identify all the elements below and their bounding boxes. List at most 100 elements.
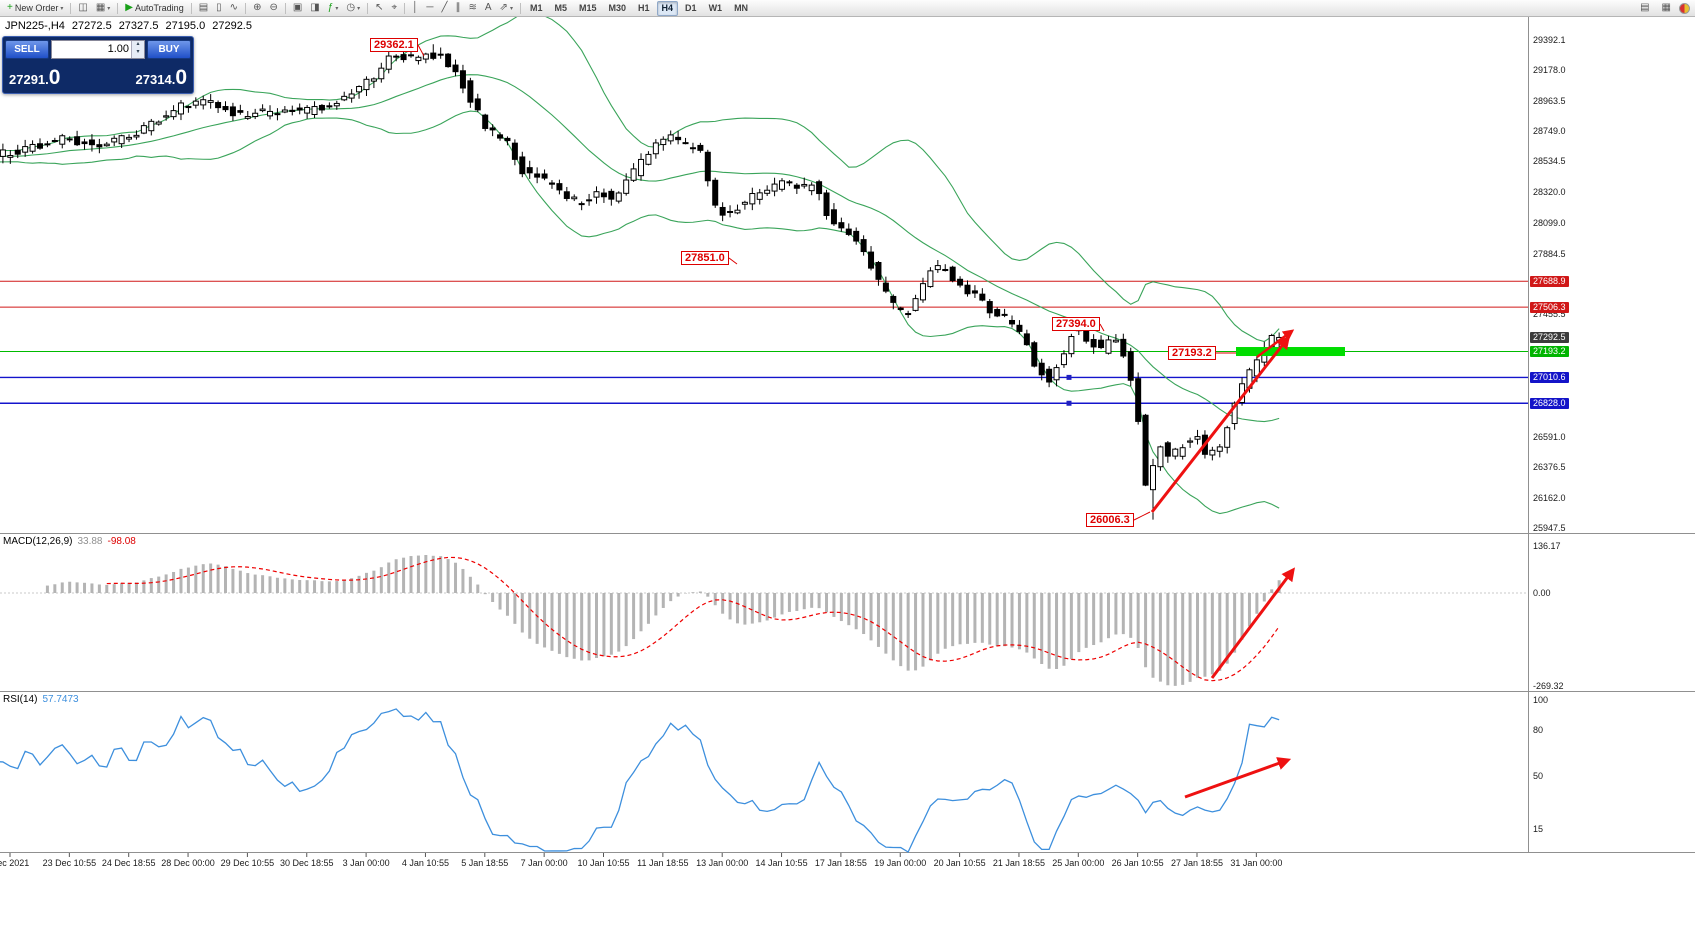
horizontal-line-button[interactable]: ─ [422, 0, 437, 16]
autotrading-button[interactable]: ▶ AutoTrading [121, 0, 187, 16]
horizontal-line-icon: ─ [426, 2, 434, 13]
open-value: 27272.5 [71, 20, 112, 32]
main-toolbar: + New Order ▾ ◫ ▦ ▾ ▶ AutoTrading ▤ ▯ ∿ ⊕ ⊖ ▣ ◨ ƒ ▾ ◷ ▾ ↖ ⌖ │… [0, 0, 1695, 17]
bar-chart-icon: ▤ [198, 2, 209, 13]
trend-arrow[interactable] [1184, 757, 1292, 799]
zoom-in-icon: ⊕ [253, 2, 262, 13]
connection-status-icon [1679, 2, 1690, 14]
sell-button[interactable]: SELL [5, 39, 49, 59]
line-chart-button[interactable]: ∿ [226, 0, 242, 16]
data-window-icon: ▤ [1640, 2, 1650, 13]
time-tick: 28 Dec 00:00 [161, 858, 215, 868]
timeframe-mn-button[interactable]: MN [734, 2, 749, 13]
text-label-button[interactable]: A [481, 0, 496, 16]
data-window-button[interactable]: ▤ [1636, 0, 1653, 16]
timeframe-m15-button[interactable]: M15 [578, 2, 597, 13]
timeframe-m1-button[interactable]: M1 [529, 2, 543, 13]
zoom-in-button[interactable]: ⊕ [249, 0, 265, 16]
macd-tick: 136.17 [1533, 541, 1561, 552]
time-tick: 7 Jan 00:00 [520, 858, 568, 868]
trend-arrow[interactable] [1256, 329, 1295, 359]
price-tick: 26162.0 [1533, 492, 1566, 503]
dropdown-caret-icon: ▾ [107, 5, 111, 12]
arrow-objects-icon: ⇗ [499, 2, 508, 13]
volume-spinner: ▴ ▾ [131, 40, 144, 58]
line-chart-icon: ∿ [229, 2, 239, 13]
fibonacci-icon: ≋ [468, 2, 477, 13]
timeframe-h4-button[interactable]: H4 [656, 0, 679, 16]
time-tick: 24 Dec 18:55 [101, 858, 156, 868]
timeframe-m5-button[interactable]: M5 [554, 2, 567, 13]
buy-button[interactable]: BUY [147, 39, 191, 59]
zoom-out-button[interactable]: ⊖ [265, 0, 281, 16]
toolbar-separator [519, 2, 521, 14]
crosshair-button[interactable]: ⌖ [387, 0, 401, 16]
volume-decrease-button[interactable]: ▾ [132, 49, 144, 58]
low-value: 27195.0 [165, 20, 206, 32]
autotrading-icon: ▶ [125, 2, 133, 13]
cursor-icon: ↖ [375, 2, 384, 13]
trendline-button[interactable]: ╱ [437, 0, 451, 16]
time-tick: 26 Jan 10:55 [1111, 858, 1164, 868]
charts-button[interactable]: ◫ [74, 0, 91, 16]
candles [0, 44, 1283, 520]
new-order-icon: + [7, 2, 13, 13]
timeframe-d1-button[interactable]: D1 [685, 2, 697, 13]
timeframe-h1-button[interactable]: H1 [638, 2, 650, 13]
price-badge-27193.2: 27193.2 [1530, 346, 1569, 358]
rsi-tick: 15 [1533, 824, 1544, 835]
time-tick: 27 Jan 18:55 [1170, 858, 1224, 868]
price-tick: 28320.0 [1533, 186, 1566, 197]
macd-indicator-label: MACD(12,26,9) 33.88 -98.08 [3, 536, 136, 547]
bar-chart-button[interactable]: ▤ [195, 0, 212, 16]
price-tick: 28749.0 [1533, 126, 1566, 137]
autotrading-button-label: AutoTrading [135, 3, 184, 13]
macd-tick: 0.00 [1533, 588, 1551, 598]
time-axis[interactable]: Dec 2021 23 Dec 10:55 24 Dec 18:55 28 Dec 0… [0, 853, 1695, 875]
trend-arrow[interactable] [1150, 335, 1291, 513]
price-axis[interactable]: 29392.1 29178.0 28963.5 28749.0 28534.5 28320… [1528, 0, 1695, 875]
volume-input[interactable] [52, 40, 131, 58]
high-value: 27327.5 [118, 20, 159, 32]
candlestick-chart-button[interactable]: ▯ [212, 0, 226, 16]
toolbar-separator [245, 2, 247, 14]
price-tick: 29178.0 [1533, 65, 1566, 76]
timeframe-m30-button[interactable]: M30 [608, 2, 627, 13]
market-watch-icon: ▦ [1661, 2, 1671, 13]
new-order-button[interactable]: + New Order ▾ [3, 0, 67, 16]
price-tick: 26591.0 [1533, 431, 1566, 442]
indicators-button[interactable]: ƒ ▾ [324, 0, 343, 16]
auto-scroll-button[interactable]: ◨ [306, 0, 323, 16]
time-tick: 31 Jan 00:00 [1230, 858, 1283, 868]
market-watch-button[interactable]: ▦ [1658, 0, 1675, 16]
volume-increase-button[interactable]: ▴ [132, 40, 144, 49]
tile-windows-icon: ▣ [292, 2, 303, 13]
cursor-button[interactable]: ↖ [371, 0, 387, 16]
rsi-indicator-label: RSI(14) 57.7473 [3, 694, 79, 705]
dropdown-caret-icon: ▾ [335, 5, 339, 12]
tile-windows-button[interactable]: ▣ [289, 0, 306, 16]
price-tick: 26376.5 [1533, 462, 1566, 473]
vertical-line-button[interactable]: │ [408, 0, 422, 16]
highlight-level-bar[interactable] [1236, 347, 1345, 357]
trendline-icon: ╱ [441, 2, 448, 13]
price-tick: 27884.5 [1533, 248, 1566, 259]
toolbar-separator [117, 2, 119, 14]
candlestick-chart-icon: ▯ [216, 2, 222, 13]
trend-arrow[interactable] [1210, 567, 1295, 679]
trade-widget-prices: 27291.0 27314.0 [3, 59, 193, 95]
profiles-button[interactable]: ▦ ▾ [92, 0, 114, 16]
periods-button[interactable]: ◷ ▾ [342, 0, 364, 16]
macd-histogram [45, 555, 1281, 686]
time-tick: 5 Jan 18:55 [461, 858, 509, 868]
new-order-button-label: New Order [14, 3, 59, 13]
equidistant-channel-button[interactable]: ∥ [451, 0, 464, 16]
price-badge-27506.3: 27506.3 [1530, 301, 1569, 313]
price-tick: 28963.5 [1533, 95, 1566, 106]
price-tick: 27455.5 [1533, 309, 1566, 320]
fibonacci-button[interactable]: ≋ [464, 0, 480, 16]
timeframe-w1-button[interactable]: W1 [708, 2, 723, 13]
arrow-objects-button[interactable]: ⇗ ▾ [496, 0, 517, 16]
